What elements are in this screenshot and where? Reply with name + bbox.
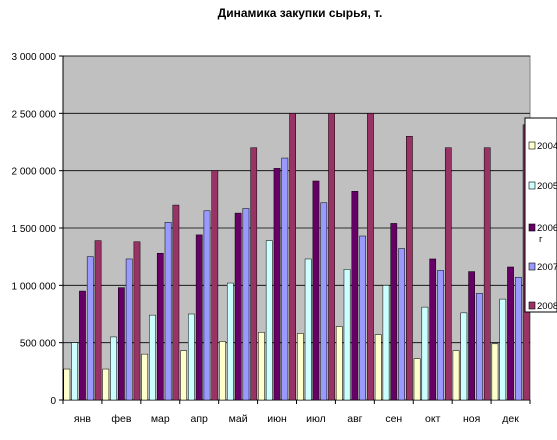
y-tick-label: 3 000 000 (12, 52, 57, 63)
bar-2008-1 (94, 240, 102, 401)
bar-2008-9 (406, 136, 413, 401)
x-tick-label: июл (306, 413, 326, 425)
legend-label: 2008 (537, 301, 557, 312)
x-tick-label: июн (267, 413, 287, 425)
x-tick-label: май (229, 413, 248, 425)
y-tick-label: 1 000 000 (12, 281, 57, 292)
bar-2005-1 (71, 342, 79, 401)
legend-swatch (528, 223, 536, 232)
bar-2004-1 (63, 368, 71, 401)
bar-2006-г-7 (312, 180, 320, 401)
x-tick-label: авг (347, 413, 362, 425)
bar-2004-11 (452, 350, 460, 401)
bar-2007-8 (359, 235, 367, 401)
bar-2005-10 (421, 306, 429, 401)
bar-2008-3 (172, 204, 180, 401)
bar-2008-2 (133, 241, 141, 401)
bar-2007-4 (203, 210, 211, 401)
bar-2004-12 (491, 343, 499, 401)
bar-2004-2 (102, 368, 110, 401)
y-tick-label: 500 000 (20, 339, 57, 350)
y-tick-label: 2 000 000 (12, 167, 57, 178)
bar-2008-8 (367, 113, 374, 401)
bar-2006-г-1 (79, 290, 86, 401)
bar-2005-2 (110, 336, 117, 401)
x-tick-label: апр (191, 413, 209, 425)
bar-2006-г-5 (234, 212, 242, 401)
bar-2006-г-10 (429, 258, 437, 401)
bar-2006-г-6 (273, 168, 281, 401)
legend-swatch (528, 301, 536, 310)
legend-label: 2005 (537, 181, 557, 192)
bar-2004-8 (335, 326, 343, 401)
x-tick-label: сен (385, 413, 402, 425)
bar-2008-4 (211, 170, 219, 401)
bar-2005-8 (343, 269, 351, 401)
bar-2007-6 (281, 157, 289, 401)
bar-2005-7 (304, 258, 312, 401)
bar-2004-7 (297, 333, 304, 401)
bar-2004-4 (180, 350, 187, 401)
bar-2004-9 (374, 334, 382, 401)
legend-label: 2004 (537, 141, 557, 152)
bar-2006-г-2 (118, 287, 125, 401)
bar-2007-11 (476, 293, 483, 401)
x-tick-label: мар (151, 413, 170, 425)
bar-2005-6 (265, 240, 273, 401)
bar-2005-12 (499, 298, 507, 401)
bar-2007-7 (320, 202, 328, 401)
bar-2006-г-9 (390, 223, 398, 401)
y-tick-label: 2 500 000 (12, 109, 57, 120)
bar-2007-9 (398, 248, 405, 401)
bar-2007-12 (514, 277, 522, 401)
legend-swatch (528, 181, 536, 190)
gridlines (63, 55, 530, 344)
x-tick-label: ноя (463, 413, 480, 425)
bar-2007-10 (437, 270, 444, 401)
bar-2007-1 (86, 256, 94, 401)
x-tick-label: окт (425, 413, 441, 425)
bar-2004-6 (258, 332, 265, 401)
bar-2006-г-11 (468, 271, 475, 401)
bar-2004-10 (413, 358, 421, 401)
bar-2008-10 (444, 147, 452, 401)
y-tick-label: 0 (50, 396, 56, 407)
bar-2005-11 (460, 312, 468, 401)
bar-2005-4 (188, 313, 195, 401)
legend-box (524, 117, 557, 313)
chart-title: Динамика закупки сырья, т. (218, 6, 383, 20)
bar-2006-г-8 (351, 191, 359, 401)
bar-2007-2 (125, 258, 133, 401)
x-axis-ticks: янв фев мар апр май июн июл авг сен окт ноя дек (62, 400, 531, 425)
bar-2007-5 (242, 208, 250, 401)
bar-2006-г-4 (195, 234, 203, 401)
x-tick-label: фев (111, 413, 131, 425)
legend-label: г (539, 234, 543, 245)
bar-2005-3 (149, 314, 156, 401)
y-tick-label: 1 500 000 (12, 224, 57, 235)
legend-swatch (528, 262, 536, 271)
bar-2004-5 (219, 341, 226, 401)
bar-2008-11 (483, 147, 491, 401)
bar-2006-г-3 (156, 252, 164, 401)
bar-2004-3 (141, 353, 149, 401)
bar-2008-5 (250, 147, 258, 401)
bar-2008-7 (328, 113, 335, 401)
bar-2005-9 (382, 285, 390, 401)
bars (63, 113, 530, 401)
bar-2005-5 (226, 282, 234, 401)
legend-label: 2007 (537, 262, 557, 273)
bar-2008-6 (289, 113, 296, 401)
legend-swatch (528, 141, 536, 150)
x-tick-label: янв (74, 413, 91, 425)
x-tick-label: дек (502, 413, 519, 425)
bar-2006-г-12 (507, 266, 514, 401)
bar-2007-3 (164, 222, 172, 401)
legend-label: 2006 (537, 223, 557, 234)
